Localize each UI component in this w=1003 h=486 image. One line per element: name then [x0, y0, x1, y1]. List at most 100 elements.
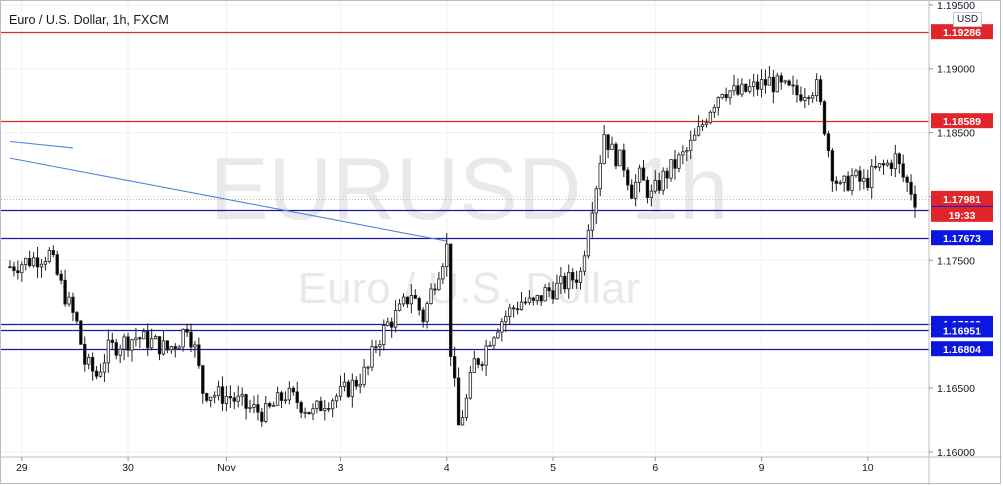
candle-body: [16, 270, 20, 274]
candle: [574, 270, 579, 289]
resistance-tag: 1.19286: [931, 24, 993, 40]
candle-body: [354, 379, 358, 387]
candle: [197, 337, 201, 369]
candle: [275, 386, 280, 406]
candle-body: [342, 381, 347, 387]
candle-body: [460, 417, 465, 426]
candle: [323, 400, 327, 421]
candle: [75, 310, 79, 324]
candle: [496, 328, 500, 339]
resistance-tag: 1.18589: [931, 113, 993, 129]
trendline: [9, 157, 447, 242]
candle: [795, 79, 799, 103]
candle: [594, 186, 598, 224]
candle-body: [98, 371, 103, 377]
candle: [433, 283, 437, 295]
candle: [405, 296, 410, 308]
candle: [712, 104, 716, 118]
candle: [720, 93, 724, 100]
candle: [51, 245, 55, 258]
candle: [877, 163, 882, 172]
candle: [401, 293, 406, 307]
support-tag-bg: [931, 322, 993, 338]
candle-body: [126, 336, 130, 351]
candle: [484, 339, 488, 376]
candle-body: [149, 338, 154, 349]
candle-body: [677, 154, 681, 169]
support-tag: 1.16951: [931, 322, 993, 338]
candle: [539, 295, 543, 307]
candle-body: [334, 395, 339, 402]
candle: [696, 115, 701, 137]
candle: [708, 110, 713, 125]
candle: [508, 303, 512, 325]
trendline: [9, 140, 74, 149]
candle: [858, 166, 862, 191]
time-tick-label: 6: [652, 462, 658, 474]
candle-body: [641, 167, 646, 181]
candle: [342, 372, 347, 392]
candle-body: [441, 266, 445, 280]
candle: [366, 365, 370, 376]
candle-body: [55, 254, 59, 275]
time-axis[interactable]: 29 30 Nov 3 4 5 6 9 10: [16, 457, 874, 474]
candle-body: [862, 177, 866, 182]
candle-body: [551, 290, 555, 300]
candle: [578, 267, 583, 290]
candle: [645, 176, 650, 204]
candle: [449, 243, 453, 367]
candle-body: [511, 307, 516, 310]
candle-body: [449, 243, 453, 357]
candle-body: [275, 392, 280, 406]
candle-body: [909, 181, 913, 195]
candle: [378, 340, 382, 357]
candle: [661, 167, 665, 195]
candle: [421, 307, 425, 328]
candle-body: [590, 212, 595, 231]
candle: [504, 310, 508, 332]
symbol-title[interactable]: Euro / U.S. Dollar, 1h, FXCM: [9, 13, 169, 27]
candle-body: [519, 301, 524, 310]
candle: [791, 75, 795, 95]
candle-body: [787, 80, 791, 86]
candle-body: [779, 75, 783, 83]
candle: [767, 66, 772, 86]
time-tick-label: 3: [338, 462, 344, 474]
candle-body: [913, 193, 917, 208]
watermark-name: Euro / U.S. Dollar: [298, 264, 640, 313]
candle: [350, 373, 354, 408]
candle-body: [689, 139, 693, 151]
candle-body: [571, 272, 575, 281]
candle-body: [846, 175, 850, 191]
candle: [185, 323, 189, 337]
candle: [897, 152, 901, 174]
price-tick-label: 1.19000: [937, 64, 975, 76]
candle-body: [539, 295, 543, 302]
candle: [873, 155, 878, 170]
candle-body: [724, 94, 728, 99]
candle: [563, 272, 567, 294]
candle-body: [889, 162, 894, 170]
candle-body: [437, 278, 441, 291]
candle: [12, 261, 16, 277]
support-tag: 1.17673: [931, 230, 993, 246]
candle: [590, 201, 595, 238]
candle: [437, 271, 441, 291]
candle-body: [43, 261, 48, 265]
candle: [704, 118, 709, 128]
candle-body: [75, 312, 79, 322]
candle: [390, 317, 394, 338]
price-axis[interactable]: 1.195001.190001.185001.180001.175001.170…: [929, 1, 975, 459]
candle-body: [515, 308, 520, 311]
candle: [755, 74, 760, 96]
candle: [90, 352, 95, 381]
candle-body: [177, 346, 181, 349]
candle: [16, 260, 20, 280]
candle: [441, 263, 445, 284]
currency-tag: USD: [953, 12, 983, 27]
candle: [811, 92, 815, 103]
candle: [547, 282, 551, 298]
current-price-tag: 1.17981: [931, 190, 993, 206]
